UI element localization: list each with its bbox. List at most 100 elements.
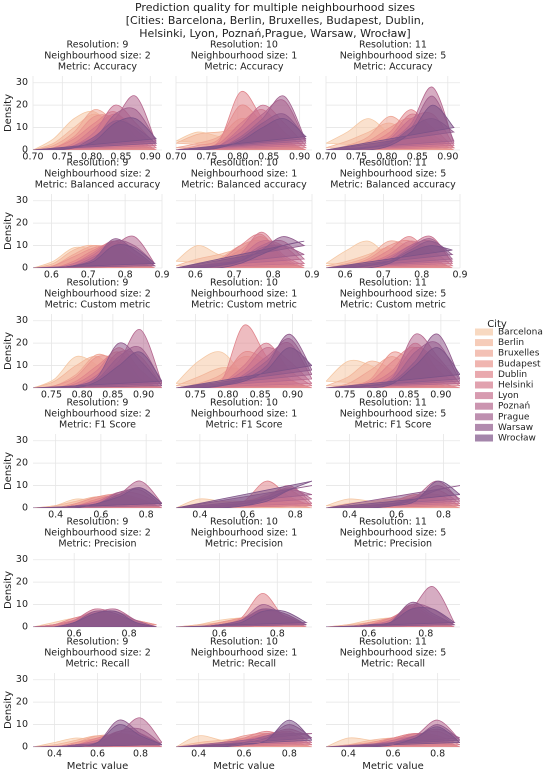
areas [33, 608, 157, 627]
panel-title: Neighbourhood size: 2 [44, 289, 151, 300]
y-axis-label: Density [3, 452, 14, 490]
legend-swatch [475, 370, 493, 378]
x-tick-label: 0.85 [258, 152, 279, 163]
x-tick-label: 0.75 [41, 390, 62, 401]
x-tick-label: 0.9 [452, 270, 467, 281]
x-tick-label: 0.6 [240, 510, 255, 521]
legend-label: Helsinki [498, 381, 533, 391]
panel-title: Resolution: 11 [359, 398, 427, 409]
panel-title: Resolution: 9 [67, 158, 129, 169]
density-area [176, 118, 307, 150]
x-tick-label: 0.8 [282, 749, 297, 760]
panel-title: Resolution: 10 [210, 637, 278, 648]
x-tick-label: 0.90 [437, 152, 458, 163]
areas [326, 86, 456, 150]
y-tick-label: 10 [16, 240, 28, 251]
areas [33, 235, 157, 268]
x-tick-label: 0.80 [366, 390, 387, 401]
areas [176, 719, 312, 747]
x-tick-label: 0.80 [227, 152, 248, 163]
x-tick-label: 0.4 [342, 510, 357, 521]
areas [326, 235, 454, 268]
x-tick-label: 0.8 [139, 510, 154, 521]
x-tick-label: 0.75 [52, 152, 73, 163]
density-area [326, 606, 456, 627]
density-area [326, 347, 460, 388]
y-tick-label: 30 [16, 435, 28, 446]
density-area [33, 610, 157, 627]
panel-title: Metric: Precision [205, 539, 283, 550]
panel-title: Neighbourhood size: 1 [191, 409, 298, 420]
y-tick-label: 30 [16, 195, 28, 206]
x-tick-label: 0.8 [266, 270, 281, 281]
panel-title: Neighbourhood size: 1 [191, 51, 298, 62]
x-tick-label: 0.85 [102, 390, 123, 401]
panel-title: Resolution: 11 [359, 158, 427, 169]
x-tick-label: 0.4 [341, 749, 356, 760]
x-tick-label: 0.8 [133, 749, 148, 760]
density-area [33, 244, 156, 268]
x-tick-label: 0.70 [315, 152, 336, 163]
panel-title: Resolution: 9 [67, 398, 129, 409]
x-tick-label: 0.9 [154, 270, 169, 281]
panel-title: Metric: Custom metric [340, 300, 446, 311]
x-tick-label: 0.80 [217, 390, 238, 401]
y-tick-label: 20 [16, 697, 28, 708]
y-tick-label: 0 [22, 383, 28, 394]
legend-swatch [475, 392, 493, 400]
y-tick-label: 10 [16, 360, 28, 371]
x-tick-label: 0.90 [140, 152, 161, 163]
areas [176, 231, 306, 268]
density-area [326, 104, 455, 150]
panel-title: Neighbourhood size: 1 [191, 528, 298, 539]
panel-title: Resolution: 10 [210, 158, 278, 169]
density-area [33, 351, 162, 388]
legend-swatch [475, 339, 493, 347]
x-tick-label: 0.6 [44, 270, 59, 281]
density-area [33, 117, 158, 150]
legend-label: Lyon [498, 391, 519, 401]
areas [326, 480, 460, 508]
x-tick-label: 0.8 [418, 629, 433, 640]
legend-swatch [475, 349, 493, 357]
x-tick-label: 0.70 [165, 152, 186, 163]
legend-label: Bruxelles [498, 349, 540, 359]
y-axis-label: Density [3, 212, 14, 250]
y-tick-label: 30 [16, 77, 28, 88]
chart-title: Prediction quality for multiple neighbou… [135, 1, 415, 14]
panel-title: Neighbourhood size: 5 [340, 169, 447, 180]
chart-title: [Cities: Barcelona, Berlin, Bruxelles, B… [126, 14, 425, 27]
x-tick-label: 0.90 [133, 390, 154, 401]
y-tick-label: 20 [16, 458, 28, 469]
x-tick-label: 0.70 [22, 152, 43, 163]
density-area [33, 487, 162, 508]
x-tick-label: 0.90 [282, 390, 303, 401]
panel-title: Neighbourhood size: 2 [44, 409, 151, 420]
areas [176, 480, 312, 508]
panel-title: Neighbourhood size: 2 [44, 528, 151, 539]
legend-swatch [475, 402, 493, 410]
x-tick-label: 0.8 [270, 629, 285, 640]
x-tick-label: 0.8 [414, 270, 429, 281]
panel-title: Resolution: 10 [210, 278, 278, 289]
y-tick-label: 0 [22, 622, 28, 633]
x-axis-label: Metric value [362, 761, 424, 772]
y-tick-label: 30 [16, 554, 28, 565]
density-area [176, 719, 312, 747]
y-tick-label: 20 [16, 100, 28, 111]
x-tick-label: 0.7 [376, 270, 391, 281]
panel-title: Neighbourhood size: 2 [44, 648, 151, 659]
